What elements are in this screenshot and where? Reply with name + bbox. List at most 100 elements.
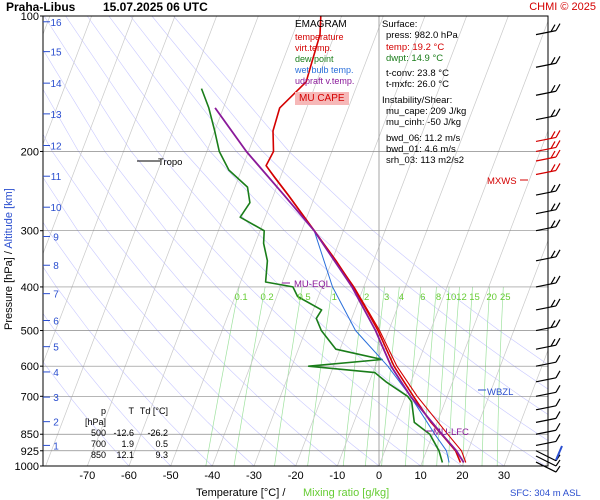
surface-wind-barb bbox=[555, 445, 563, 461]
wind-barb-flag bbox=[550, 141, 556, 149]
legend: EMAGRAM temperature virt.temp. dew point… bbox=[295, 19, 377, 105]
altitude-tick-label: 10 bbox=[50, 203, 62, 214]
cell-t: -12.6 bbox=[113, 428, 134, 438]
mixing-ratio-line bbox=[462, 286, 473, 466]
pressure-tick-label: 925 bbox=[21, 446, 39, 458]
wind-barb-flag bbox=[550, 164, 556, 172]
cell-t: 12.1 bbox=[116, 450, 134, 460]
surface-title: Surface: bbox=[382, 19, 418, 30]
mu-eql-label: MU-EQL bbox=[294, 279, 331, 290]
mixing-ratio-label: 4 bbox=[399, 292, 404, 303]
bwd-06: bwd_06: 11.2 m/s bbox=[386, 132, 461, 144]
t-conv: t-conv: 23.8 °C bbox=[386, 68, 449, 80]
altitude-tick-label: 7 bbox=[53, 290, 59, 301]
wind-barb-flag bbox=[550, 276, 556, 285]
isotherm bbox=[86, 16, 259, 466]
isotherm bbox=[43, 16, 134, 255]
mixing-ratio-label: 8 bbox=[436, 292, 441, 303]
pressure-tick-label: 1000 bbox=[15, 461, 39, 473]
instability-title: Instability/Shear: bbox=[382, 94, 453, 106]
mixing-ratio-label: 2 bbox=[364, 292, 369, 303]
wind-barb bbox=[535, 156, 557, 162]
wind-barb-flag bbox=[550, 220, 556, 229]
mixing-ratio-line bbox=[447, 286, 460, 466]
mixing-ratio-label: 6 bbox=[420, 292, 425, 303]
legend-item-temperature: temperature bbox=[295, 32, 344, 42]
mu-cape: mu_cape: 209 J/kg bbox=[386, 106, 467, 118]
wind-barb-flag bbox=[550, 109, 556, 117]
isotherm bbox=[45, 16, 217, 466]
mixing-ratio-label: 10 bbox=[446, 292, 457, 303]
wind-barb-flag bbox=[555, 108, 561, 116]
pressure-tick-label: 500 bbox=[21, 326, 39, 338]
x-axis-label: Temperature [°C] / bbox=[196, 487, 286, 499]
pressure-tick-label: 700 bbox=[21, 391, 39, 403]
wind-barb-flag bbox=[550, 320, 556, 328]
wind-barb-flag bbox=[555, 319, 561, 327]
temperature-tick-label: 10 bbox=[415, 470, 427, 482]
table-row: 500 -12.6 -26.2 bbox=[78, 428, 168, 439]
y-axis-label: Pressure [hPa] / Altitude [km] bbox=[3, 188, 15, 330]
mu-lfc-label: MU-LFC bbox=[433, 427, 469, 438]
isotherm bbox=[337, 16, 509, 466]
tropo-label: Tropo bbox=[158, 157, 182, 168]
mixing-ratio-line bbox=[364, 286, 385, 466]
col-header-t: T bbox=[128, 406, 135, 416]
wind-barb-flag bbox=[555, 411, 561, 419]
col-header-td: Td [°C] bbox=[139, 406, 168, 416]
altitude-tick-label: 11 bbox=[51, 172, 62, 183]
wind-barb-flag bbox=[555, 55, 561, 64]
wind-barb-flag bbox=[555, 163, 561, 171]
wind-barb bbox=[535, 391, 557, 397]
wind-barb bbox=[535, 62, 557, 68]
dry-adiabat bbox=[43, 361, 130, 466]
wind-barb bbox=[535, 30, 557, 36]
altitude-tick-label: 14 bbox=[50, 79, 62, 90]
wind-barb-flag bbox=[555, 219, 561, 228]
mixing-ratio-label: 3 bbox=[384, 292, 389, 303]
mxws-label: MXWS bbox=[487, 176, 517, 187]
wind-barb-flag bbox=[555, 23, 561, 31]
pressure-tick-label: 100 bbox=[21, 11, 39, 23]
wind-barb bbox=[535, 450, 557, 462]
cell-p: 850 bbox=[90, 450, 106, 460]
wind-barb bbox=[535, 226, 557, 232]
wind-barb-flag bbox=[555, 459, 561, 467]
mixing-ratio-line bbox=[274, 286, 303, 466]
temperature-tick-label: -40 bbox=[204, 470, 220, 482]
temperature-tick-label: 30 bbox=[498, 470, 510, 482]
isotherm bbox=[253, 16, 426, 466]
mu-cape-badge: MU CAPE bbox=[295, 92, 349, 105]
temperature-tick-label: -70 bbox=[79, 470, 95, 482]
wind-barb-flag bbox=[555, 465, 561, 473]
wind-barb-flag bbox=[550, 150, 556, 159]
isotherm bbox=[43, 16, 176, 365]
col-header-p: p [hPa] bbox=[84, 406, 106, 427]
wind-barb bbox=[535, 209, 557, 215]
plot-frame bbox=[42, 15, 549, 467]
altitude-tick-label: 2 bbox=[53, 418, 59, 429]
series-dew-point bbox=[200, 88, 444, 463]
cell-t: 1.9 bbox=[121, 439, 134, 449]
wind-barb bbox=[535, 190, 557, 196]
temperature-tick-label: -60 bbox=[121, 470, 137, 482]
mixing-ratio-label: 12 bbox=[456, 292, 467, 303]
wind-barb bbox=[535, 169, 557, 176]
mixing-ratio-label: 0.5 bbox=[297, 292, 310, 303]
wind-barb-flag bbox=[555, 83, 561, 92]
pressure-tick-label: 300 bbox=[21, 226, 39, 238]
wind-barb-flag bbox=[555, 275, 561, 284]
mixing-ratio-label: 25 bbox=[500, 292, 511, 303]
wind-barb-flag bbox=[555, 354, 561, 363]
pressure-tick-label: 850 bbox=[21, 429, 39, 441]
wind-barb-flag bbox=[550, 84, 556, 93]
wind-barb bbox=[535, 256, 557, 262]
wind-barb-flag bbox=[550, 250, 556, 259]
dry-adiabat bbox=[173, 16, 548, 365]
isotherm bbox=[420, 129, 548, 466]
wind-barb bbox=[535, 344, 557, 350]
wind-barb bbox=[535, 440, 557, 446]
copyright: CHMI © 2025 bbox=[529, 1, 596, 13]
wind-barb-flag bbox=[555, 130, 561, 138]
